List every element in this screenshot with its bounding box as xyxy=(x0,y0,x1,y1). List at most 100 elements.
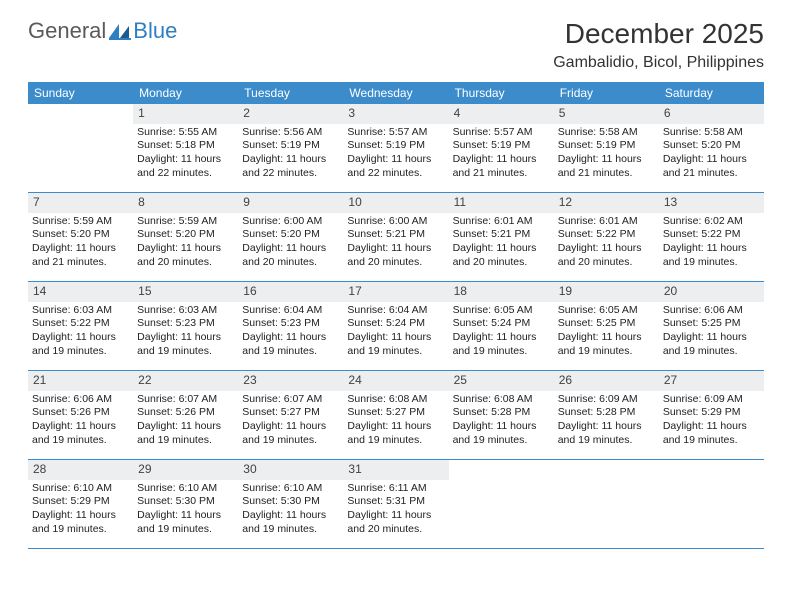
day-cell: 28Sunrise: 6:10 AMSunset: 5:29 PMDayligh… xyxy=(28,460,133,548)
day-line-ss: Sunset: 5:24 PM xyxy=(453,317,550,331)
day-line-d1: Daylight: 11 hours xyxy=(663,242,760,256)
day-line-d2: and 19 minutes. xyxy=(558,434,655,448)
day-line-d1: Daylight: 11 hours xyxy=(347,242,444,256)
day-cell-body: Sunrise: 6:05 AMSunset: 5:25 PMDaylight:… xyxy=(554,304,659,363)
day-number: 2 xyxy=(238,104,343,124)
day-line-d2: and 19 minutes. xyxy=(347,434,444,448)
day-cell: 16Sunrise: 6:04 AMSunset: 5:23 PMDayligh… xyxy=(238,282,343,370)
day-number: 28 xyxy=(28,460,133,480)
logo: General Blue xyxy=(28,18,177,44)
day-line-sr: Sunrise: 6:01 AM xyxy=(453,215,550,229)
month-title: December 2025 xyxy=(553,18,764,50)
day-line-d1: Daylight: 11 hours xyxy=(453,420,550,434)
day-cell-body: Sunrise: 5:56 AMSunset: 5:19 PMDaylight:… xyxy=(238,126,343,185)
day-number: 14 xyxy=(28,282,133,302)
day-line-sr: Sunrise: 6:09 AM xyxy=(663,393,760,407)
day-line-d2: and 20 minutes. xyxy=(347,256,444,270)
day-line-d2: and 19 minutes. xyxy=(347,345,444,359)
logo-text-blue: Blue xyxy=(133,18,177,44)
day-line-d1: Daylight: 11 hours xyxy=(32,420,129,434)
day-line-sr: Sunrise: 5:59 AM xyxy=(32,215,129,229)
day-cell-body: Sunrise: 6:00 AMSunset: 5:20 PMDaylight:… xyxy=(238,215,343,274)
day-line-ss: Sunset: 5:23 PM xyxy=(242,317,339,331)
day-line-ss: Sunset: 5:26 PM xyxy=(32,406,129,420)
day-cell: 5Sunrise: 5:58 AMSunset: 5:19 PMDaylight… xyxy=(554,104,659,192)
day-line-d2: and 19 minutes. xyxy=(137,434,234,448)
weekday-header: Friday xyxy=(554,82,659,104)
day-cell-body: Sunrise: 5:57 AMSunset: 5:19 PMDaylight:… xyxy=(449,126,554,185)
day-line-sr: Sunrise: 5:55 AM xyxy=(137,126,234,140)
day-number: 1 xyxy=(133,104,238,124)
calendar-page: General Blue December 2025 Gambalidio, B… xyxy=(0,0,792,567)
day-cell: 23Sunrise: 6:07 AMSunset: 5:27 PMDayligh… xyxy=(238,371,343,459)
day-line-ss: Sunset: 5:26 PM xyxy=(137,406,234,420)
day-line-d2: and 19 minutes. xyxy=(32,345,129,359)
day-cell-body: Sunrise: 6:06 AMSunset: 5:26 PMDaylight:… xyxy=(28,393,133,452)
day-number: 22 xyxy=(133,371,238,391)
title-block: December 2025 Gambalidio, Bicol, Philipp… xyxy=(553,18,764,72)
day-cell-body: Sunrise: 6:03 AMSunset: 5:23 PMDaylight:… xyxy=(133,304,238,363)
day-line-d2: and 19 minutes. xyxy=(663,256,760,270)
day-cell-body: Sunrise: 6:11 AMSunset: 5:31 PMDaylight:… xyxy=(343,482,448,541)
day-number: 15 xyxy=(133,282,238,302)
day-cell: 21Sunrise: 6:06 AMSunset: 5:26 PMDayligh… xyxy=(28,371,133,459)
week-row: 7Sunrise: 5:59 AMSunset: 5:20 PMDaylight… xyxy=(28,193,764,282)
day-line-sr: Sunrise: 6:05 AM xyxy=(453,304,550,318)
day-line-sr: Sunrise: 6:06 AM xyxy=(663,304,760,318)
day-line-d2: and 19 minutes. xyxy=(663,434,760,448)
day-cell-body: Sunrise: 6:07 AMSunset: 5:26 PMDaylight:… xyxy=(133,393,238,452)
day-cell xyxy=(449,460,554,548)
day-line-ss: Sunset: 5:20 PM xyxy=(32,228,129,242)
day-cell: 22Sunrise: 6:07 AMSunset: 5:26 PMDayligh… xyxy=(133,371,238,459)
day-line-ss: Sunset: 5:19 PM xyxy=(558,139,655,153)
day-cell-body: Sunrise: 6:10 AMSunset: 5:30 PMDaylight:… xyxy=(238,482,343,541)
day-number: 31 xyxy=(343,460,448,480)
day-line-d2: and 22 minutes. xyxy=(137,167,234,181)
day-line-d2: and 19 minutes. xyxy=(663,345,760,359)
day-line-sr: Sunrise: 6:10 AM xyxy=(242,482,339,496)
day-line-ss: Sunset: 5:19 PM xyxy=(347,139,444,153)
day-number: 18 xyxy=(449,282,554,302)
day-number: 24 xyxy=(343,371,448,391)
day-line-d2: and 19 minutes. xyxy=(558,345,655,359)
day-number: 6 xyxy=(659,104,764,124)
day-line-d2: and 19 minutes. xyxy=(453,345,550,359)
day-cell: 2Sunrise: 5:56 AMSunset: 5:19 PMDaylight… xyxy=(238,104,343,192)
day-cell-body: Sunrise: 6:04 AMSunset: 5:23 PMDaylight:… xyxy=(238,304,343,363)
day-line-sr: Sunrise: 6:00 AM xyxy=(347,215,444,229)
day-line-d2: and 21 minutes. xyxy=(453,167,550,181)
day-line-sr: Sunrise: 6:00 AM xyxy=(242,215,339,229)
day-line-sr: Sunrise: 6:05 AM xyxy=(558,304,655,318)
day-cell-body: Sunrise: 6:07 AMSunset: 5:27 PMDaylight:… xyxy=(238,393,343,452)
day-number: 8 xyxy=(133,193,238,213)
day-line-ss: Sunset: 5:27 PM xyxy=(347,406,444,420)
day-line-d1: Daylight: 11 hours xyxy=(137,242,234,256)
day-line-d2: and 19 minutes. xyxy=(242,434,339,448)
day-line-d1: Daylight: 11 hours xyxy=(558,331,655,345)
day-line-ss: Sunset: 5:31 PM xyxy=(347,495,444,509)
day-cell-body: Sunrise: 6:10 AMSunset: 5:29 PMDaylight:… xyxy=(28,482,133,541)
day-line-ss: Sunset: 5:18 PM xyxy=(137,139,234,153)
weekday-header: Thursday xyxy=(449,82,554,104)
day-line-ss: Sunset: 5:30 PM xyxy=(137,495,234,509)
day-line-d1: Daylight: 11 hours xyxy=(558,242,655,256)
day-line-d1: Daylight: 11 hours xyxy=(347,509,444,523)
day-line-d2: and 20 minutes. xyxy=(242,256,339,270)
day-line-sr: Sunrise: 6:03 AM xyxy=(137,304,234,318)
day-cell: 7Sunrise: 5:59 AMSunset: 5:20 PMDaylight… xyxy=(28,193,133,281)
day-line-ss: Sunset: 5:20 PM xyxy=(242,228,339,242)
day-cell-body: Sunrise: 6:06 AMSunset: 5:25 PMDaylight:… xyxy=(659,304,764,363)
day-line-sr: Sunrise: 5:57 AM xyxy=(347,126,444,140)
day-cell-body: Sunrise: 6:08 AMSunset: 5:27 PMDaylight:… xyxy=(343,393,448,452)
day-line-ss: Sunset: 5:20 PM xyxy=(137,228,234,242)
weekday-header: Monday xyxy=(133,82,238,104)
page-header: General Blue December 2025 Gambalidio, B… xyxy=(28,18,764,72)
day-line-sr: Sunrise: 6:11 AM xyxy=(347,482,444,496)
day-line-d1: Daylight: 11 hours xyxy=(453,242,550,256)
day-number: 12 xyxy=(554,193,659,213)
day-line-d1: Daylight: 11 hours xyxy=(453,153,550,167)
logo-text-general: General xyxy=(28,18,106,44)
day-line-d1: Daylight: 11 hours xyxy=(242,509,339,523)
day-number: 11 xyxy=(449,193,554,213)
day-number: 4 xyxy=(449,104,554,124)
